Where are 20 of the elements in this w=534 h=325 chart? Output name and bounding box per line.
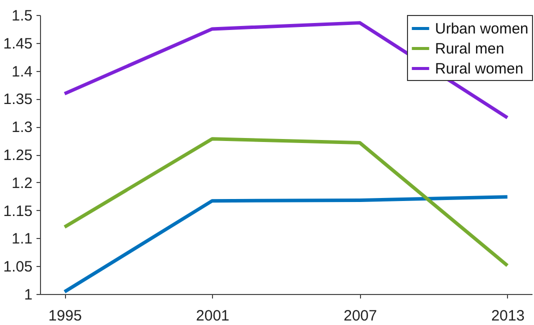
legend-label: Rural women [435, 60, 524, 78]
y-tick-label: 1.25 [3, 147, 32, 164]
y-tick-label: 1.35 [3, 91, 32, 108]
x-tick-label: 2001 [196, 308, 230, 324]
legend-label: Rural men [435, 40, 504, 58]
x-tick-label: 2013 [491, 308, 525, 324]
y-tick-label: 1.4 [12, 63, 32, 80]
y-tick-label: 1.1 [12, 230, 32, 248]
y-tick-label: 1.3 [12, 119, 32, 136]
y-tick-label: 1.05 [3, 258, 32, 276]
legend-label: Urban women [435, 20, 528, 38]
y-tick-label: 1 [24, 286, 32, 304]
x-tick-label: 1995 [48, 308, 82, 324]
line-series [62, 195, 510, 294]
y-tick-label: 1.5 [12, 8, 32, 24]
y-tick-label: 1.2 [12, 174, 32, 192]
y-tick-label: 1.45 [3, 35, 32, 52]
x-tick-label: 2007 [344, 308, 377, 324]
y-tick-label: 1.15 [3, 202, 32, 220]
line-series [62, 137, 510, 268]
